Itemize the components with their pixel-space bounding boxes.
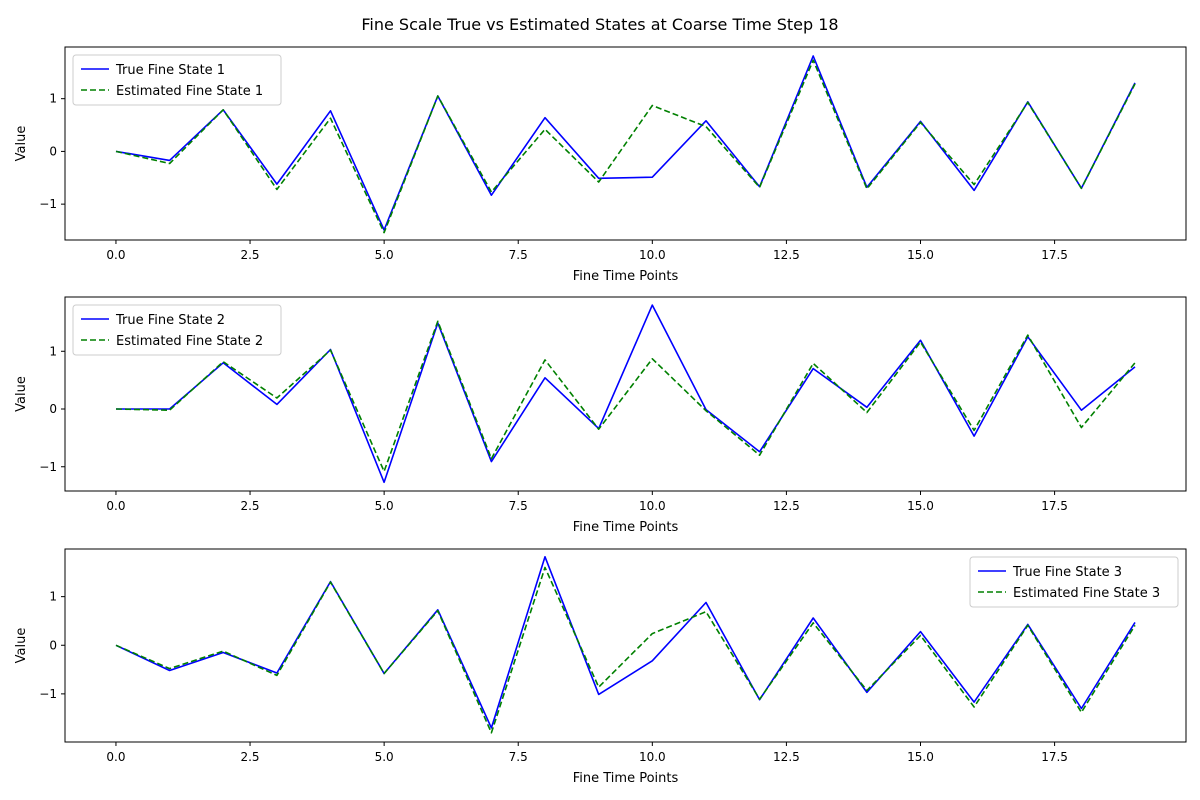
subplot-3: 0.0 2.5 5.0 7.5 10.0 12.5 15.0 17.5 −1 0 1 Fine Tim… — [14, 548, 1187, 786]
series-line-true — [116, 304, 1136, 484]
x-tick-label: 5.0 — [375, 248, 394, 262]
y-tick-label: 0 — [49, 638, 57, 652]
legend-box — [72, 54, 282, 106]
subplot-2: 0.0 2.5 5.0 7.5 10.0 12.5 15.0 17.5 −1 0 1 Fine Tim… — [14, 296, 1187, 535]
y-tick-label: 1 — [49, 590, 57, 604]
legend-entry: True Fine State 1 — [115, 63, 225, 78]
series-line-estimated — [115, 320, 1136, 473]
y-tick-label: 1 — [49, 344, 57, 358]
x-tick-label: 0.0 — [106, 248, 125, 262]
legend: True Fine State 1 Estimated Fine State 1 — [72, 54, 282, 106]
x-tick-label: 5.0 — [375, 750, 394, 764]
series-line-estimated — [115, 566, 1136, 734]
axes-frame — [64, 296, 1187, 492]
x-tick-label: 10.0 — [639, 499, 666, 513]
y-axis-label: Value — [14, 376, 29, 412]
legend-box — [969, 556, 1179, 608]
series-line-true — [115, 555, 1136, 729]
x-tick-label: 2.5 — [240, 248, 259, 262]
x-tick-label: 10.0 — [639, 248, 666, 262]
legend: True Fine State 2 Estimated Fine State 2 — [72, 304, 282, 356]
axes-frame — [64, 46, 1187, 241]
x-tick-label: 15.0 — [907, 499, 934, 513]
y-tick-label: −1 — [39, 687, 57, 701]
y-tick-label: 0 — [49, 144, 57, 158]
x-tick-label: 17.5 — [1041, 750, 1068, 764]
legend-box — [72, 304, 282, 356]
y-tick-label: 0 — [49, 402, 57, 416]
series-line-estimated — [115, 59, 1136, 234]
legend-entry: True Fine State 2 — [115, 313, 225, 328]
x-tick-label: 2.5 — [240, 499, 259, 513]
y-tick-label: −1 — [39, 460, 57, 474]
x-tick-label: 0.0 — [106, 499, 125, 513]
x-tick-label: 2.5 — [240, 750, 259, 764]
x-axis-label: Fine Time Points — [573, 520, 679, 535]
legend-entry: Estimated Fine State 1 — [116, 84, 263, 99]
legend-entry: True Fine State 3 — [1012, 565, 1122, 580]
x-tick-label: 12.5 — [773, 499, 800, 513]
y-tick-label: 1 — [49, 92, 57, 106]
y-axis-label: Value — [14, 126, 29, 162]
series-line-true — [115, 55, 1136, 231]
x-axis-label: Fine Time Points — [573, 269, 679, 284]
legend-entry: Estimated Fine State 3 — [1013, 586, 1160, 601]
x-tick-label: 0.0 — [106, 750, 125, 764]
x-tick-label: 5.0 — [375, 499, 394, 513]
legend: True Fine State 3 Estimated Fine State 3 — [969, 556, 1179, 608]
subplot-1: 0.0 2.5 5.0 7.5 10.0 12.5 15.0 17.5 −1 0 1 Fine Tim… — [14, 46, 1187, 284]
x-tick-label: 17.5 — [1041, 248, 1068, 262]
y-tick-label: −1 — [39, 197, 57, 211]
y-axis-label: Value — [14, 628, 29, 664]
figure-title: Fine Scale True vs Estimated States at C… — [361, 15, 838, 34]
x-tick-label: 17.5 — [1041, 499, 1068, 513]
x-tick-label: 7.5 — [509, 499, 528, 513]
x-tick-label: 15.0 — [907, 750, 934, 764]
legend-entry: Estimated Fine State 2 — [116, 334, 263, 349]
x-tick-label: 7.5 — [509, 248, 528, 262]
x-axis-label: Fine Time Points — [573, 771, 679, 786]
x-tick-label: 10.0 — [639, 750, 666, 764]
x-tick-label: 12.5 — [773, 750, 800, 764]
x-tick-label: 7.5 — [509, 750, 528, 764]
x-tick-label: 12.5 — [773, 248, 800, 262]
x-tick-label: 15.0 — [907, 248, 934, 262]
